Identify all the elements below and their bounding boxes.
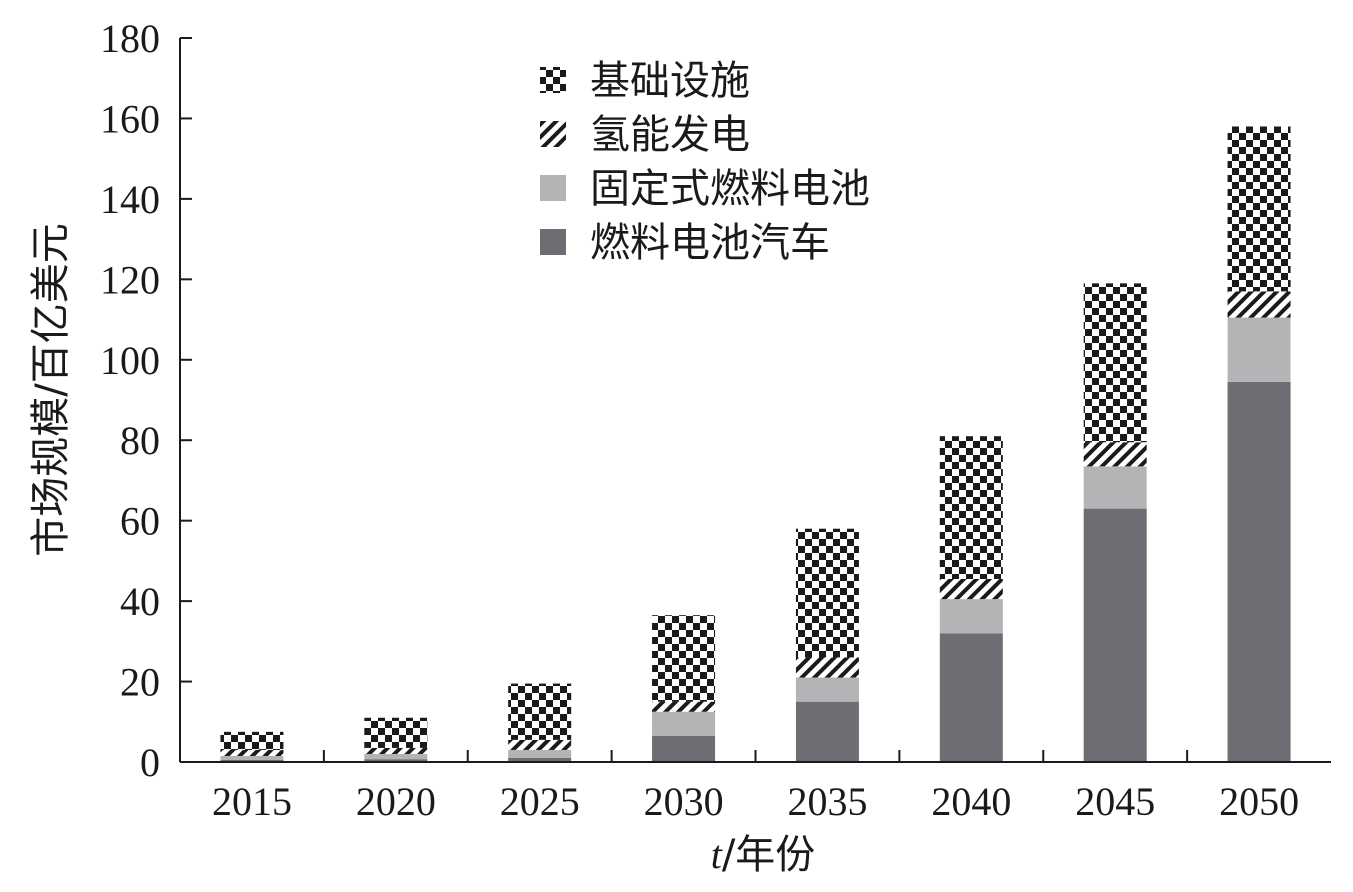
bar-2015-燃料电池汽车 [220,759,284,762]
legend-swatch-固定式燃料电池 [540,175,566,201]
bar-2020-固定式燃料电池 [364,753,428,760]
bar-2045-固定式燃料电池 [1083,466,1147,509]
legend-swatch-基础设施 [540,67,566,93]
bar-2015-基础设施 [220,731,284,750]
y-tick-label: 140 [100,177,160,222]
y-ticks: 0 20 40 60 80 100 120 140 160 180 [100,16,192,785]
legend-label-燃料电池汽车: 燃料电池汽车 [590,220,830,266]
bar-2050-基础设施 [1227,126,1291,292]
x-axis-title-unit: /年份 [722,832,815,878]
bar-2035-氢能发电 [795,657,859,678]
legend-swatch-氢能发电 [540,121,566,147]
axes [179,38,1331,763]
legend-swatch-燃料电池汽车 [540,229,566,255]
x-tick-label: 2050 [1219,779,1299,824]
y-tick-label: 60 [120,499,160,544]
y-tick-label: 120 [100,257,160,302]
y-tick-label: 20 [120,660,160,705]
x-tick-label: 2015 [212,779,292,824]
legend-label-固定式燃料电池: 固定式燃料电池 [590,166,870,212]
bar-2040-基础设施 [939,436,1003,579]
bar-2025-基础设施 [508,683,572,740]
legend-label-基础设施: 基础设施 [590,58,750,104]
bar-2025-氢能发电 [508,739,572,750]
x-tick-label: 2040 [931,779,1011,824]
bar-2030-基础设施 [652,615,716,702]
x-axis-title: t/年份 [711,832,816,878]
y-tick-label: 80 [120,418,160,463]
bar-2025-燃料电池汽车 [508,757,572,762]
x-tick-label: 2030 [644,779,724,824]
bar-2040-氢能发电 [939,578,1003,600]
bar-2020-基础设施 [364,717,428,748]
bars-layer [220,126,1291,762]
y-tick-label: 180 [100,16,160,61]
y-tick-label: 160 [100,96,160,141]
y-axis-title: 市场规模/百亿美元 [28,223,74,556]
bar-2020-氢能发电 [364,747,428,754]
x-tick-label: 2020 [356,779,436,824]
bar-2045-燃料电池汽车 [1083,508,1147,762]
bar-2035-燃料电池汽车 [795,701,859,762]
y-tick-label: 0 [140,740,160,785]
bar-2040-燃料电池汽车 [939,633,1003,762]
legend-label-氢能发电: 氢能发电 [590,112,750,158]
x-ticks: 2015 2020 2025 2030 2035 2040 2045 2050 [212,750,1299,824]
x-tick-label: 2045 [1075,779,1155,824]
bar-2015-氢能发电 [220,749,284,756]
bar-2035-基础设施 [795,528,859,658]
bar-2015-固定式燃料电池 [220,755,284,760]
bar-2030-氢能发电 [652,701,716,712]
bar-2050-氢能发电 [1227,291,1291,318]
bar-2050-燃料电池汽车 [1227,381,1291,762]
bar-2045-基础设施 [1083,283,1147,443]
x-tick-label: 2025 [500,779,580,824]
bar-2020-燃料电池汽车 [364,759,428,762]
x-tick-label: 2035 [787,779,867,824]
bar-2035-固定式燃料电池 [795,677,859,702]
bar-2030-固定式燃料电池 [652,711,716,736]
bar-2025-固定式燃料电池 [508,749,572,758]
y-tick-label: 100 [100,338,160,383]
bar-2030-燃料电池汽车 [652,735,716,762]
y-tick-label: 40 [120,579,160,624]
bar-2045-氢能发电 [1083,442,1147,467]
bar-2040-固定式燃料电池 [939,599,1003,634]
bar-2050-固定式燃料电池 [1227,317,1291,382]
x-axis-title-variable: t [711,832,723,877]
